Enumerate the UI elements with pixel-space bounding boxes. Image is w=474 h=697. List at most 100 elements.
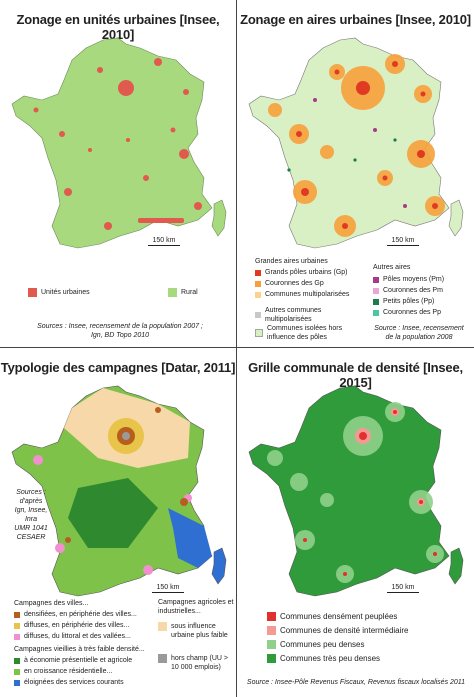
map-typologie-campagnes — [11, 385, 227, 597]
legend-label: Communes isolées hors influence des pôle… — [267, 325, 343, 341]
legend-label: Unités urbaines — [41, 289, 90, 296]
legend-item: Couronnes des Gp — [255, 279, 324, 288]
legend-label: diffuses, du littoral et des vallées... — [24, 633, 131, 640]
legend-item: hors champ (UU > 10 000 emplois) — [158, 654, 234, 672]
scale-label: 150 km — [391, 237, 415, 244]
legend-swatch — [255, 291, 261, 298]
legend-heading: Grandes aires urbaines — [255, 258, 328, 265]
legend-label: densifiées, en périphérie des villes... — [24, 611, 137, 618]
map-grille-densite — [248, 385, 464, 597]
legend-swatch — [255, 269, 261, 276]
legend-item: Communes de densité intermédiaire — [267, 626, 409, 635]
panel-typologie-campagnes: Typologie des campagnes [Datar, 2011] So… — [0, 348, 237, 697]
legend-label: Rural — [181, 289, 198, 296]
source-line: Ign, BD Topo 2010 — [90, 332, 150, 339]
legend-swatch — [14, 611, 20, 618]
scale-bar: 150 km — [152, 584, 184, 593]
panel-title: Zonage en aires urbaines [Insee, 2010] — [240, 12, 471, 27]
legend-swatch — [14, 633, 20, 640]
legend-label: Couronnes des Pm — [383, 287, 443, 294]
legend-heading: Campagnes agricoles et industrielles... — [158, 599, 234, 615]
legend-item: Communes densément peuplées — [267, 612, 397, 621]
source-note: Sources : d'après Ign, Insee, Inra UMR 1… — [6, 488, 56, 542]
legend-label: Pôles moyens (Pm) — [383, 276, 445, 283]
legend-item: en croissance résidentielle... — [14, 667, 112, 676]
legend-swatch — [14, 622, 20, 629]
legend-label: sous influence urbaine plus faible — [171, 623, 228, 639]
scale-label: 150 km — [156, 584, 180, 591]
legend-swatch — [255, 280, 261, 287]
legend-heading: Autres aires — [373, 264, 411, 271]
legend-label: Communes très peu denses — [280, 654, 381, 663]
legend-label: Communes de densité intermédiaire — [280, 626, 409, 635]
legend-item: Rural — [168, 288, 198, 297]
source-line: Source : Insee, recensement — [374, 325, 464, 332]
panel-aires-urbaines: Zonage en aires urbaines [Insee, 2010] 1… — [237, 0, 474, 348]
scale-label: 150 km — [152, 237, 176, 244]
panel-grille-densite: Grille communale de densité [Insee, 2015… — [237, 348, 474, 697]
legend-item: Grands pôles urbains (Gp) — [255, 268, 347, 277]
legend-label: Grands pôles urbains (Gp) — [265, 269, 348, 276]
legend-item: Communes multipolarisées — [255, 290, 349, 299]
scale-bar: 150 km — [148, 237, 180, 246]
legend-item: éloignées des services courants — [14, 678, 124, 687]
legend-swatch — [158, 654, 167, 663]
legend-swatch — [373, 309, 379, 316]
legend-swatch — [255, 312, 261, 318]
legend-swatch — [168, 288, 177, 297]
source-line: Ign, Insee, — [14, 507, 48, 514]
legend-swatch — [158, 622, 167, 631]
source-line: Inra — [24, 516, 38, 523]
panel-title: Zonage en unités urbaines [Insee, 2010] — [16, 12, 220, 42]
legend-label: en croissance résidentielle... — [24, 668, 113, 675]
legend-heading: Campagnes vieillies à très faible densit… — [14, 646, 145, 653]
legend-label: Petits pôles (Pp) — [383, 298, 435, 305]
legend-swatch — [14, 668, 20, 675]
panel-title: Grille communale de densité [Insee, 2015… — [248, 360, 463, 390]
legend-swatch — [267, 626, 276, 635]
source-line: CESAER — [16, 534, 46, 541]
legend-swatch — [255, 329, 263, 337]
source-line: UMR 1041 — [14, 525, 48, 532]
legend-label: hors champ (UU > 10 000 emplois) — [171, 655, 228, 671]
panel-title: Typologie des campagnes [Datar, 2011] — [0, 360, 236, 375]
source-line: Sources : Insee, recensement de la popul… — [37, 323, 203, 330]
map-aires-urbaines — [248, 37, 464, 249]
legend-item: sous influence urbaine plus faible — [158, 622, 234, 640]
panel-unites-urbaines: Zonage en unités urbaines [Insee, 2010] … — [0, 0, 237, 348]
legend-label: Communes peu denses — [280, 640, 365, 649]
legend-swatch — [267, 640, 276, 649]
legend-item: Petits pôles (Pp) — [373, 297, 434, 306]
legend-item: Communes très peu denses — [267, 654, 380, 663]
scale-bar: 150 km — [387, 237, 419, 246]
legend-item: Communes peu denses — [267, 640, 365, 649]
legend-item: Communes isolées hors influence des pôle… — [255, 324, 363, 342]
legend-item: diffuses, en périphérie des villes... — [14, 621, 129, 630]
legend-label: diffuses, en périphérie des villes... — [24, 622, 130, 629]
legend-item: Pôles moyens (Pm) — [373, 275, 444, 284]
legend-swatch — [373, 276, 379, 283]
source-note: Sources : Insee, recensement de la popul… — [20, 322, 220, 340]
source-line: de la population 2008 — [385, 334, 453, 341]
legend-label: éloignées des services courants — [24, 679, 124, 686]
legend-item: diffuses, du littoral et des vallées... — [14, 632, 131, 641]
legend-heading: Campagnes des villes... — [14, 600, 89, 607]
source-line: Source : Insee-Pôle Revenus Fiscaux, Rev… — [246, 679, 466, 686]
legend-swatch — [267, 612, 276, 621]
legend-swatch — [14, 679, 20, 686]
legend-item: Unités urbaines — [28, 288, 90, 297]
legend-item: Autres communes multipolarisées — [255, 306, 363, 324]
legend-swatch — [28, 288, 37, 297]
legend-swatch — [267, 654, 276, 663]
source-note: Source : Insee, recensement de la popula… — [369, 324, 469, 342]
legend-swatch — [373, 298, 379, 305]
scale-label: 150 km — [391, 584, 415, 591]
source-line: Sources : — [16, 489, 46, 496]
source-note: Source : Insee-Pôle Revenus Fiscaux, Rev… — [245, 678, 467, 687]
legend-label: Couronnes des Gp — [265, 280, 324, 287]
legend-swatch — [14, 657, 20, 664]
legend-label: à économie présentielle et agricole — [24, 657, 133, 664]
map-unites-urbaines — [11, 37, 227, 249]
source-line: d'après — [19, 498, 43, 505]
legend-label: Autres communes multipolarisées — [265, 307, 322, 323]
